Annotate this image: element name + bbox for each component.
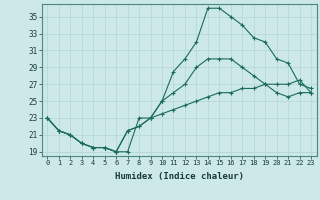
X-axis label: Humidex (Indice chaleur): Humidex (Indice chaleur) (115, 172, 244, 181)
